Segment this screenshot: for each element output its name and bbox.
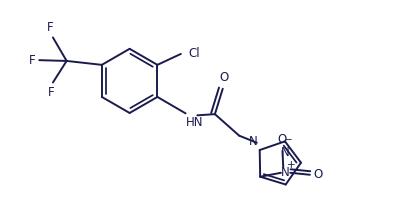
Text: O: O (277, 133, 286, 146)
Text: O: O (219, 71, 229, 84)
Text: +: + (287, 160, 295, 170)
Text: O: O (314, 168, 323, 181)
Text: Cl: Cl (188, 47, 200, 60)
Text: HN: HN (186, 116, 204, 129)
Text: N: N (281, 165, 290, 178)
Text: F: F (29, 54, 35, 67)
Text: N: N (248, 135, 257, 148)
Text: F: F (48, 86, 54, 99)
Text: N: N (280, 146, 289, 159)
Text: F: F (46, 20, 53, 33)
Text: −: − (284, 135, 293, 145)
